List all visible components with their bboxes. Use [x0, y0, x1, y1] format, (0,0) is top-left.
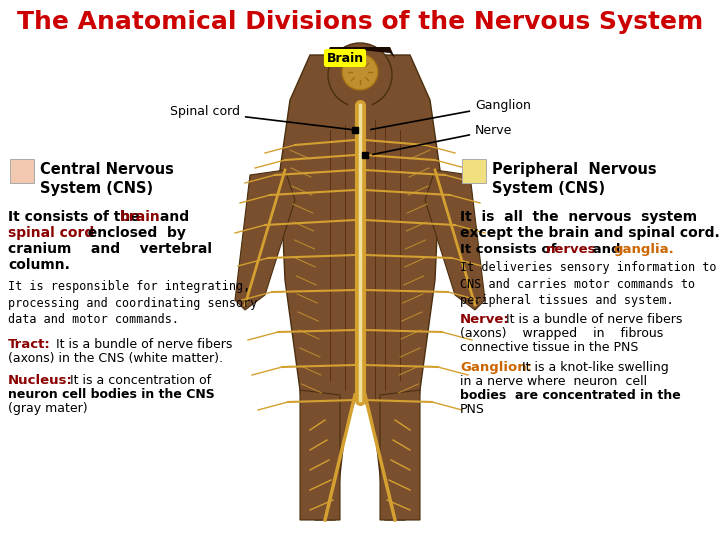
Circle shape [328, 43, 392, 107]
Text: (axons) in the CNS (white matter).: (axons) in the CNS (white matter). [8, 352, 223, 365]
Text: in a nerve where  neuron  cell: in a nerve where neuron cell [460, 375, 647, 388]
Polygon shape [300, 390, 340, 520]
Text: Ganglion: Ganglion [371, 98, 531, 130]
Text: PNS: PNS [460, 403, 485, 416]
Text: It is a concentration of: It is a concentration of [62, 374, 211, 387]
Bar [10, 159, 34, 183]
Text: and: and [588, 243, 625, 256]
Text: Nucleus:: Nucleus: [8, 374, 73, 387]
Text: It is a knot-like swelling: It is a knot-like swelling [518, 361, 669, 374]
Text: column.: column. [8, 258, 70, 272]
Text: It is a bundle of nerve fibers: It is a bundle of nerve fibers [48, 338, 233, 351]
Text: Central Nervous
System (CNS): Central Nervous System (CNS) [40, 162, 174, 195]
Text: Ganglion:: Ganglion: [460, 361, 532, 374]
Text: enclosed  by: enclosed by [78, 226, 186, 240]
Text: It consists of the: It consists of the [8, 210, 145, 224]
Polygon shape [235, 170, 295, 310]
Text: It is a bundle of nerve fibers: It is a bundle of nerve fibers [502, 313, 683, 326]
Text: connective tissue in the PNS: connective tissue in the PNS [460, 341, 639, 354]
Text: Spinal cord: Spinal cord [170, 105, 352, 130]
Text: It  is  all  the  nervous  system: It is all the nervous system [460, 210, 697, 224]
Text: (gray mater): (gray mater) [8, 402, 88, 415]
Text: (axons)    wrapped    in    fibrous: (axons) wrapped in fibrous [460, 327, 663, 340]
Text: ganglia.: ganglia. [613, 243, 674, 256]
Text: nerves: nerves [546, 243, 596, 256]
Text: Peripheral  Nervous
System (CNS): Peripheral Nervous System (CNS) [492, 162, 657, 195]
Polygon shape [325, 47, 395, 58]
Text: It consists of: It consists of [460, 243, 561, 256]
Text: bodies  are concentrated in the: bodies are concentrated in the [460, 389, 680, 402]
Text: The Anatomical Divisions of the Nervous System: The Anatomical Divisions of the Nervous … [17, 10, 703, 34]
Text: brain: brain [120, 210, 161, 224]
Text: and: and [155, 210, 189, 224]
Text: It is responsible for integrating,
processing and coordinating sensory
data and : It is responsible for integrating, proce… [8, 280, 257, 326]
Text: Nerve: Nerve [373, 124, 513, 154]
Text: Nerve:: Nerve: [460, 313, 510, 326]
Text: spinal cord: spinal cord [8, 226, 94, 240]
Text: neuron cell bodies in the CNS: neuron cell bodies in the CNS [8, 388, 215, 401]
Text: cranium    and    vertebral: cranium and vertebral [8, 242, 212, 256]
Text: Brain: Brain [326, 51, 364, 64]
Polygon shape [425, 170, 485, 310]
Polygon shape [348, 103, 372, 115]
Text: It deliveries sensory information to the
CNS and carries motor commands to
perip: It deliveries sensory information to the… [460, 261, 720, 307]
Circle shape [342, 54, 378, 90]
Text: except the brain and spinal cord.: except the brain and spinal cord. [460, 226, 720, 240]
Polygon shape [280, 55, 440, 520]
Bar [462, 159, 486, 183]
Text: Tract:: Tract: [8, 338, 50, 351]
Polygon shape [380, 390, 420, 520]
